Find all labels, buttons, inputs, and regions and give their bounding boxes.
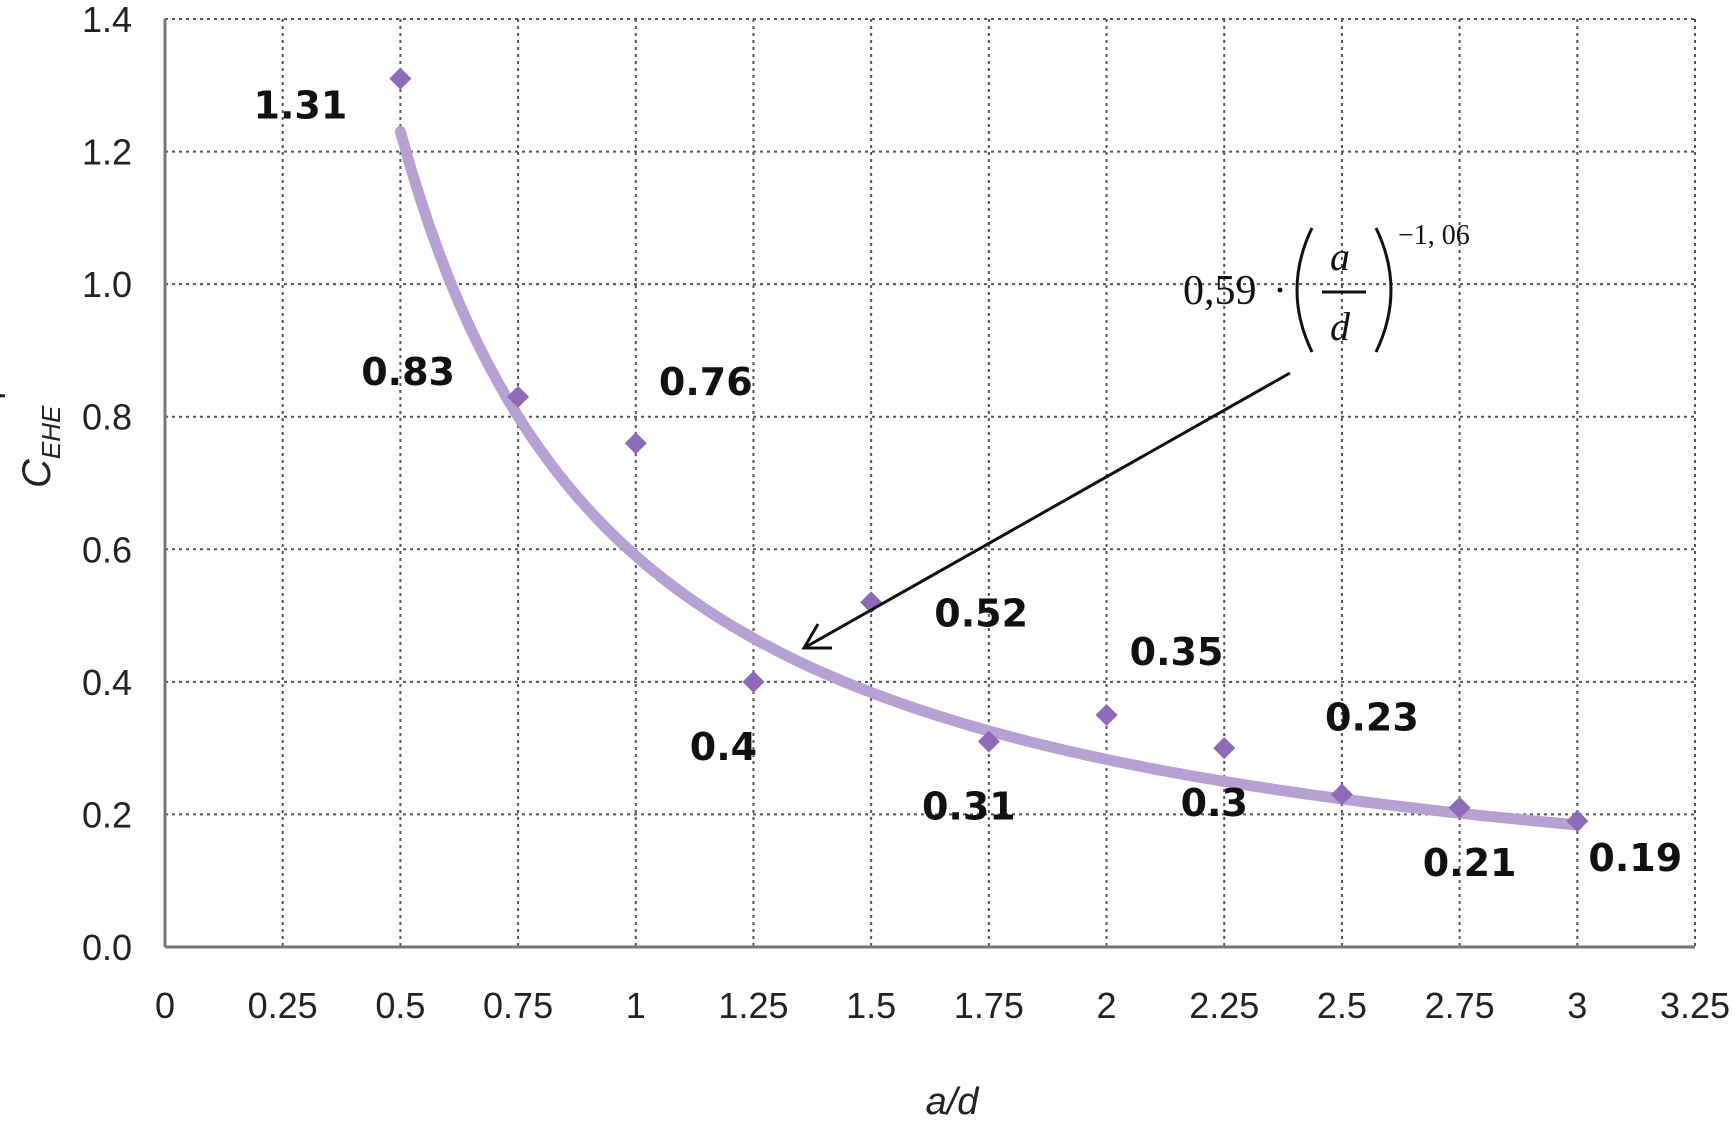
data-point-marker	[1213, 737, 1236, 760]
y-tick-label: 0.2	[82, 794, 132, 835]
formula-coefficient: 0,59	[1183, 268, 1257, 314]
x-axis-title: a/d	[926, 1081, 981, 1123]
data-point-marker	[742, 670, 765, 693]
formula-denominator: d	[1330, 304, 1351, 349]
x-tick-label: 0.25	[248, 985, 318, 1026]
data-label: 0.76	[659, 360, 753, 404]
formula-dot: ·	[1273, 268, 1287, 314]
y-tick-label: 0.6	[82, 529, 132, 570]
y-tick-label: 1.4	[82, 0, 132, 40]
data-point-marker	[507, 385, 530, 408]
data-label: 0.19	[1588, 836, 1682, 880]
data-point-marker	[1566, 810, 1589, 833]
y-axis-title-base: C	[15, 458, 59, 488]
data-point-marker	[624, 432, 647, 455]
data-labels: 1.31 0.83 0.76 0.4 0.52 0.31 0.35 0.3 0.23 0.21 0.…	[254, 84, 1683, 885]
x-tick-label: 2.5	[1317, 985, 1367, 1026]
formula-left-paren	[1295, 227, 1314, 353]
svg-text:CEHE': CEHE'	[0, 392, 66, 488]
y-axis-title-subscript: EHE	[36, 405, 66, 459]
data-label: 0.21	[1423, 841, 1517, 885]
x-tick-label: 1.75	[954, 985, 1024, 1026]
data-point-marker	[977, 730, 1000, 753]
data-label: 0.83	[361, 350, 455, 394]
y-tick-label: 0.8	[82, 397, 132, 438]
y-axis-title-prime: '	[0, 392, 33, 400]
x-tick-labels: 0 0.25 0.5 0.75 1 1.25 1.5 1.75 2 2.25 2.5 2.75 3 3.2…	[155, 985, 1730, 1026]
x-tick-label: 2.25	[1189, 985, 1259, 1026]
data-label: 0.52	[934, 591, 1028, 635]
data-point-marker	[1448, 796, 1471, 819]
data-label: 1.31	[254, 84, 348, 128]
formula-right-paren	[1374, 227, 1393, 353]
x-tick-label: 0.75	[483, 985, 553, 1026]
x-tick-label: 3	[1567, 985, 1587, 1026]
x-tick-label: 1.5	[846, 985, 896, 1026]
y-axis-title: CEHE'	[0, 392, 66, 488]
data-label: 0.23	[1325, 696, 1419, 740]
annotation-arrow	[803, 371, 1291, 650]
data-point-marker	[1095, 704, 1118, 726]
axes	[163, 19, 1695, 949]
x-tick-label: 1.25	[718, 985, 788, 1026]
y-tick-label: 0.0	[82, 927, 132, 968]
grid-lines	[165, 18, 1696, 947]
y-tick-label: 0.4	[82, 662, 132, 703]
y-tick-labels: 0.0 0.2 0.4 0.6 0.8 1.0 1.2 1.4	[82, 0, 132, 968]
x-tick-label: 2	[1097, 985, 1117, 1026]
data-point-marker	[1330, 783, 1353, 806]
data-label: 0.35	[1130, 630, 1224, 674]
x-tick-label: 0	[155, 985, 175, 1026]
x-tick-label: 1	[626, 985, 646, 1026]
fit-annotation: 0,59 · a d −1, 06	[801, 220, 1470, 650]
formula-exponent: −1, 06	[1398, 220, 1470, 251]
data-label: 0.3	[1181, 781, 1248, 825]
x-tick-label: 3.25	[1660, 985, 1730, 1026]
formula-numerator: a	[1330, 234, 1350, 279]
y-tick-label: 1.2	[82, 132, 132, 173]
y-tick-label: 1.0	[82, 264, 132, 305]
annotation-arrowhead	[801, 623, 832, 650]
x-tick-label: 0.5	[375, 985, 425, 1026]
data-point-marker	[389, 67, 412, 90]
x-tick-label: 2.75	[1425, 985, 1495, 1026]
data-label: 0.31	[922, 785, 1016, 829]
data-label: 0.4	[690, 725, 757, 769]
